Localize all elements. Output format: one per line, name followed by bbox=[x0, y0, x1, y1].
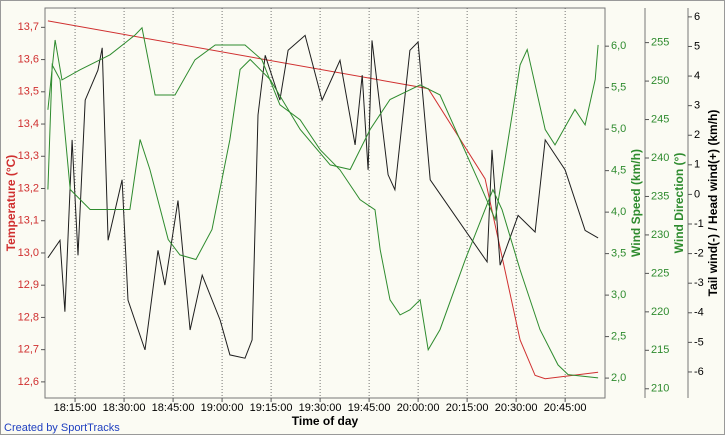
y-tick-label: 5,5 bbox=[611, 82, 626, 94]
y-tick-label: 13,6 bbox=[18, 53, 39, 65]
y-tick-label: 2,0 bbox=[611, 372, 626, 384]
plot-area bbox=[44, 7, 606, 399]
y-tick-label: -2 bbox=[694, 248, 704, 260]
y-tick-label: 13,7 bbox=[18, 21, 39, 33]
y-tick-label: 235 bbox=[651, 190, 669, 202]
y-tick-label: 230 bbox=[651, 229, 669, 241]
y-tick-label: 12,7 bbox=[18, 344, 39, 356]
y-axis-title: Temperature (°C) bbox=[4, 155, 18, 252]
y-tick-label: 255 bbox=[651, 37, 669, 49]
y2-axis-title: Wind Speed (km/h) bbox=[629, 149, 643, 257]
credit: Created by SportTracks bbox=[4, 422, 120, 434]
x-tick-label: 19:45:00 bbox=[348, 402, 391, 414]
y-tick-label: 3 bbox=[694, 100, 700, 112]
y-tick-label: 5,0 bbox=[611, 123, 626, 135]
x-tick-label: 20:00:00 bbox=[397, 402, 440, 414]
y-tick-label: -1 bbox=[694, 218, 704, 230]
y-tick-label: 225 bbox=[651, 267, 669, 279]
x-tick-label: 18:15:00 bbox=[54, 402, 97, 414]
y-tick-label: 4,0 bbox=[611, 206, 626, 218]
y-tick-label: 210 bbox=[651, 383, 669, 395]
x-tick-label: 20:45:00 bbox=[544, 402, 587, 414]
y-tick-label: 12,9 bbox=[18, 279, 39, 291]
y4-axis-title: Tail wind(-) / Head wind(+) (km/h) bbox=[706, 110, 720, 297]
y-tick-label: 4,5 bbox=[611, 165, 626, 177]
y-tick-label: 6 bbox=[694, 11, 700, 23]
y-tick-label: 1 bbox=[694, 159, 700, 171]
y-tick-label: 12,8 bbox=[18, 311, 39, 323]
x-tick-label: 19:00:00 bbox=[201, 402, 244, 414]
y-tick-label: -5 bbox=[694, 336, 704, 348]
y-tick-label: 3,0 bbox=[611, 289, 626, 301]
x-axis-title: Time of day bbox=[292, 414, 359, 428]
y3-axis-title: Wind Direction (°) bbox=[672, 153, 686, 254]
x-tick-label: 19:15:00 bbox=[250, 402, 293, 414]
y-tick-label: 13,4 bbox=[18, 118, 39, 130]
y-tick-label: 220 bbox=[651, 306, 669, 318]
y-tick-label: 5 bbox=[694, 40, 700, 52]
x-tick-label: 20:15:00 bbox=[446, 402, 489, 414]
series-line bbox=[47, 44, 599, 261]
y-tick-label: 215 bbox=[651, 344, 669, 356]
x-tick-label: 19:30:00 bbox=[299, 402, 342, 414]
y-tick-label: 2,5 bbox=[611, 331, 626, 343]
y-tick-label: 0 bbox=[694, 188, 700, 200]
x-tick-label: 20:30:00 bbox=[495, 402, 538, 414]
y-tick-label: 2 bbox=[694, 129, 700, 141]
x-tick-label: 18:30:00 bbox=[103, 402, 146, 414]
y-tick-label: 245 bbox=[651, 113, 669, 125]
y-tick-label: 4 bbox=[694, 70, 700, 82]
y-tick-label: -4 bbox=[694, 307, 704, 319]
series-line bbox=[47, 26, 599, 379]
y-tick-label: 12,6 bbox=[18, 376, 39, 388]
y-tick-label: 3,5 bbox=[611, 248, 626, 260]
x-tick-label: 18:45:00 bbox=[152, 402, 195, 414]
y-tick-label: 6,0 bbox=[611, 40, 626, 52]
y-tick-label: 250 bbox=[651, 75, 669, 87]
y-tick-label: 13,1 bbox=[18, 215, 39, 227]
y-tick-label: -3 bbox=[694, 277, 704, 289]
y-tick-label: 13,2 bbox=[18, 182, 39, 194]
y-tick-label: 13,3 bbox=[18, 150, 39, 162]
y-tick-label: 13,0 bbox=[18, 247, 39, 259]
y-tick-label: 13,5 bbox=[18, 86, 39, 98]
y-tick-label: 240 bbox=[651, 152, 669, 164]
y-tick-label: -6 bbox=[694, 366, 704, 378]
